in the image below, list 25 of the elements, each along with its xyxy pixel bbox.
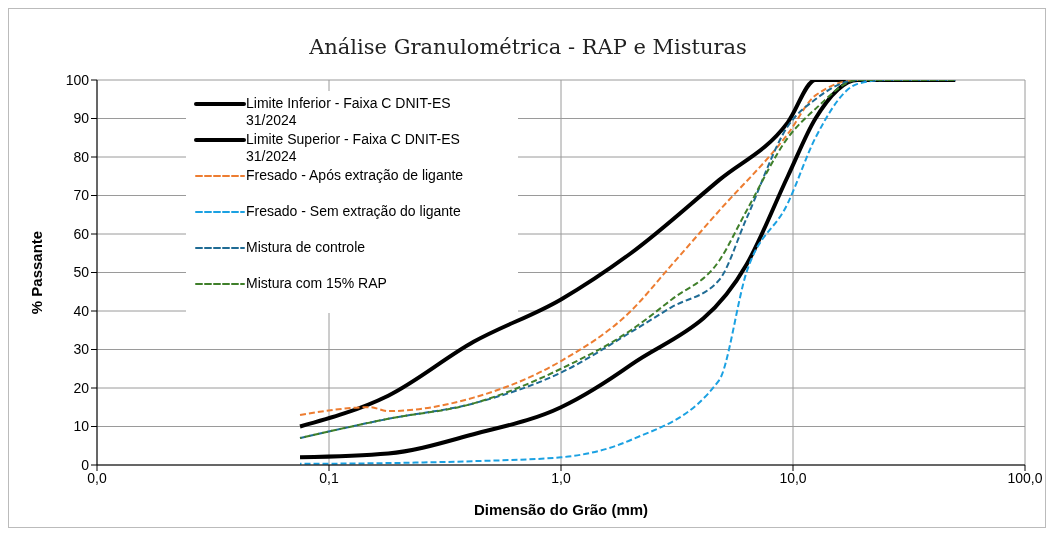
y-tick-label: 20 <box>73 379 90 396</box>
y-tick-label: 100 <box>65 71 90 88</box>
legend-label: Limite Superior - Faixa C DNIT-ES 31/2024 <box>246 131 461 165</box>
legend-label: Limite Inferior - Faixa C DNIT-ES 31/2024 <box>246 95 452 129</box>
y-tick-label: 40 <box>73 302 90 319</box>
x-tick-label: 0,1 <box>319 469 339 486</box>
x-tick-label: 0,0 <box>87 469 107 486</box>
x-tick-label: 10,0 <box>779 469 807 486</box>
legend-label: Mistura de controle <box>246 239 367 256</box>
y-tick-label: 80 <box>73 148 90 165</box>
x-tick-label: 100,0 <box>1007 469 1043 486</box>
x-axis-title: Dimensão do Grão (mm) <box>473 501 649 518</box>
x-tick-label: 1,0 <box>551 469 571 486</box>
y-tick-label: 60 <box>73 225 90 242</box>
legend-label: Mistura com 15% RAP <box>246 275 388 292</box>
y-tick-label: 30 <box>73 341 90 358</box>
legend-label: Fresado - Sem extração do ligante <box>246 203 462 220</box>
y-axis-title: % Passante <box>28 230 46 315</box>
y-tick-label: 90 <box>73 110 90 127</box>
y-tick-label: 50 <box>73 264 90 281</box>
y-tick-label: 0 <box>81 456 90 473</box>
y-tick-label: 70 <box>73 187 90 204</box>
chart-title: Análise Granulométrica - RAP e Misturas <box>308 35 748 59</box>
legend-label: Fresado - Após extração de ligante <box>246 167 465 184</box>
y-tick-label: 10 <box>73 418 90 435</box>
